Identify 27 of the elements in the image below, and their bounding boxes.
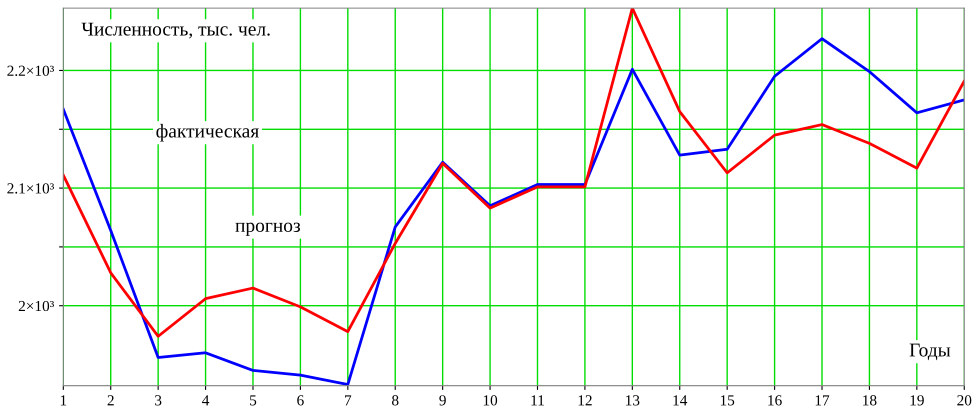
x-tick-label: 1 — [60, 395, 66, 406]
x-tick-label: 14 — [673, 395, 688, 406]
y-tick-label: 2.1×10³ — [7, 183, 54, 194]
x-tick-label: 9 — [439, 395, 446, 406]
x-tick-label: 15 — [720, 395, 734, 406]
x-tick-label: 6 — [297, 395, 304, 406]
x-tick-label: 3 — [155, 395, 162, 406]
x-tick-label: 11 — [531, 395, 544, 406]
x-tick-label: 2 — [108, 395, 114, 406]
x-tick-label: 20 — [957, 395, 972, 406]
annotation: прогноз — [235, 222, 300, 236]
y-tick-label: 2×10³ — [18, 300, 54, 312]
x-tick-label: 13 — [626, 395, 640, 406]
annotation: фактическая — [156, 124, 259, 142]
x-tick-label: 18 — [863, 395, 876, 406]
x-tick-label: 4 — [202, 395, 210, 406]
y-axis-title: Численность, тыс. чел. — [82, 22, 270, 38]
x-axis-title: Годы — [910, 344, 950, 360]
y-tick-label: 2.2×10³ — [7, 66, 54, 76]
x-tick-label: 16 — [768, 395, 782, 406]
x-tick-label: 8 — [392, 395, 398, 406]
x-tick-label: 5 — [250, 395, 256, 406]
x-tick-label: 12 — [578, 395, 592, 406]
x-tick-label: 17 — [816, 395, 830, 406]
x-tick-label: 10 — [484, 395, 498, 406]
x-tick-label: 19 — [910, 395, 924, 406]
x-tick-label: 7 — [345, 395, 352, 406]
